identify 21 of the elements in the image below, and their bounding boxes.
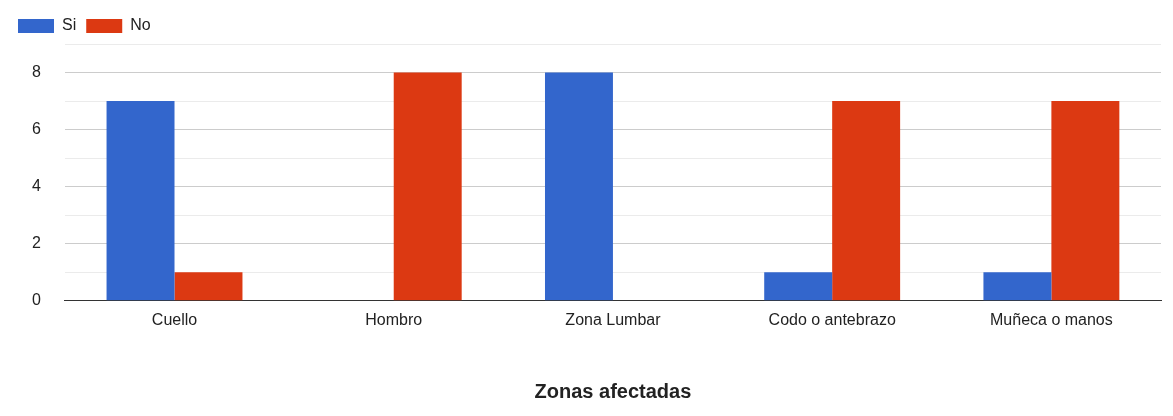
y-tick-label: 4 <box>31 177 41 195</box>
y-tick-label: 2 <box>31 234 41 252</box>
x-tick-label: Zona Lumbar <box>565 310 662 328</box>
bar <box>544 72 613 301</box>
y-tick-label: 6 <box>31 120 41 138</box>
bar <box>393 72 462 301</box>
y-tick-label: 8 <box>31 62 41 80</box>
x-axis-title: Zonas afectadas <box>534 379 692 402</box>
bar <box>1051 101 1120 301</box>
bar <box>174 272 243 301</box>
legend-label: Si <box>62 16 77 34</box>
bar <box>764 272 833 301</box>
x-tick-label: Muñeca o manos <box>990 310 1113 328</box>
x-tick-label: Cuello <box>151 310 198 328</box>
x-tick-label: Codo o antebrazo <box>768 310 896 328</box>
legend-label: No <box>130 16 151 34</box>
x-tick-label: Hombro <box>365 310 423 328</box>
bar <box>106 101 175 301</box>
y-tick-label: 0 <box>31 291 41 309</box>
bar <box>832 101 901 301</box>
bar <box>983 272 1052 301</box>
